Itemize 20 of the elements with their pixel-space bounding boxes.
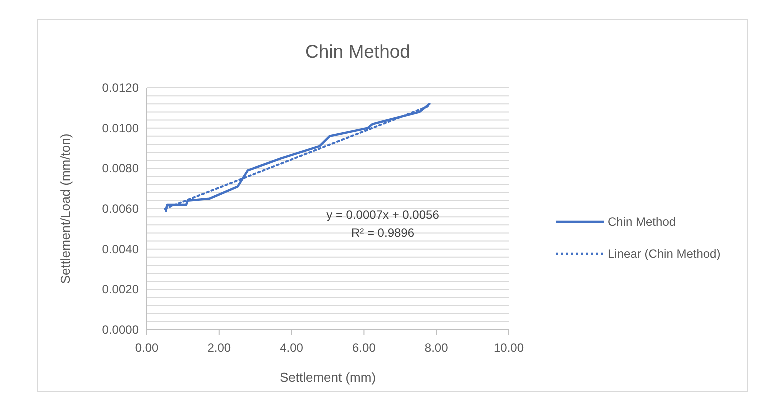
legend-label: Chin Method: [608, 215, 676, 229]
y-tick-label: 0.0040: [102, 242, 140, 256]
x-tick-label: 10.00: [494, 341, 524, 355]
y-axis-title: Settlement/Load (mm/ton): [58, 134, 73, 284]
x-tick-label: 8.00: [424, 341, 449, 355]
x-tick-label: 2.00: [208, 341, 232, 355]
legend-label: Linear (Chin Method): [608, 247, 721, 261]
chart-title: Chin Method: [306, 41, 410, 62]
x-axis-title: Settlement (mm): [280, 370, 376, 385]
annotation: R² = 0.9896: [351, 226, 415, 240]
y-tick-label: 0.0100: [102, 121, 140, 136]
y-tick-label: 0.0080: [102, 162, 140, 176]
x-tick-label: 0.00: [135, 341, 159, 355]
annotation: y = 0.0007x + 0.0056: [326, 208, 440, 222]
x-tick-label: 6.00: [352, 341, 376, 355]
y-tick-label: 0.0060: [102, 202, 140, 216]
y-tick-label: 0.0120: [102, 81, 140, 95]
x-tick-label: 4.00: [280, 341, 304, 355]
y-tick-label: 0.0020: [102, 282, 140, 297]
y-tick-label: 0.0000: [102, 323, 140, 337]
